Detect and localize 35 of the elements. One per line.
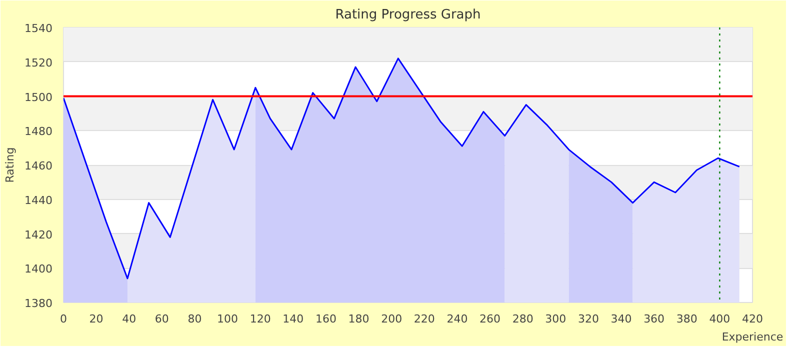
y-tick-label: 1440	[24, 194, 53, 207]
y-tick-label: 1380	[24, 297, 53, 310]
y-tick-label: 1460	[24, 160, 53, 172]
line-series	[64, 58, 740, 280]
x-tick-label: 160	[315, 312, 336, 326]
x-tick-label: 180	[348, 312, 370, 326]
y-tick-label: 1400	[24, 262, 53, 276]
chart-title: Rating Progress Graph	[335, 8, 481, 22]
x-tick-label: 0	[60, 312, 67, 326]
x-tick-label: 100	[217, 312, 238, 326]
x-tick-label: 300	[545, 312, 566, 326]
y-tick-label: 1520	[24, 56, 53, 70]
x-tick-label: 420	[742, 312, 763, 326]
x-tick-label: 200	[381, 312, 402, 326]
x-tick-label: 40	[122, 312, 136, 326]
x-tick-label: 380	[676, 312, 698, 326]
x-axis-title: Experience	[722, 330, 784, 344]
y-tick-label: 1480	[24, 125, 53, 138]
x-tick-label: 400	[709, 312, 730, 326]
y-tick-label: 1420	[24, 228, 53, 242]
x-tick-label: 340	[610, 312, 632, 326]
x-tick-label: 140	[282, 312, 304, 326]
x-tick-label: 360	[644, 312, 665, 326]
x-tick-label: 280	[512, 312, 534, 326]
y-axis-title: Rating	[4, 147, 17, 183]
x-tick-label: 60	[154, 312, 169, 326]
x-tick-label: 80	[188, 312, 202, 326]
x-tick-label: 240	[446, 312, 468, 326]
x-tick-label: 320	[578, 312, 599, 326]
y-tick-label: 1540	[24, 22, 53, 35]
x-tick-label: 220	[414, 312, 435, 326]
y-tick-label: 1500	[24, 90, 53, 104]
x-tick-label: 260	[480, 312, 501, 326]
x-tick-label: 120	[250, 312, 271, 326]
x-tick-label: 20	[89, 312, 104, 326]
